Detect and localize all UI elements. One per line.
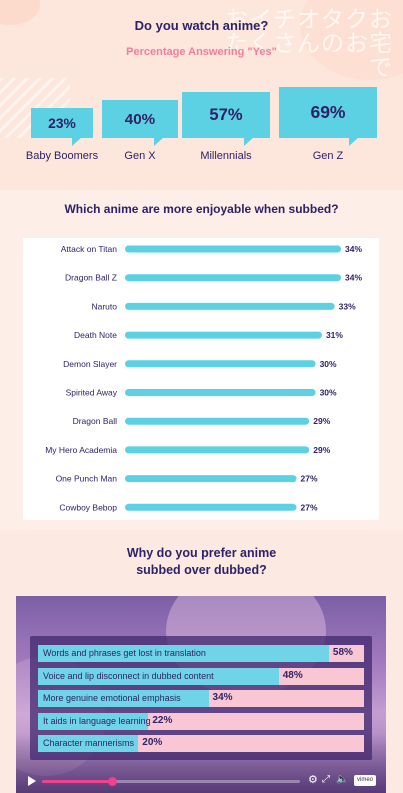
anime-bar xyxy=(125,274,341,282)
anime-label: One Punch Man xyxy=(56,474,118,484)
bubble-tail xyxy=(244,136,255,146)
anime-bar xyxy=(125,360,316,368)
anime-label: Dragon Ball Z xyxy=(65,273,117,283)
reason-bar xyxy=(38,690,209,707)
anime-value: 34% xyxy=(345,244,362,254)
subbed-anime-chart-panel: Attack on Titan 34% Dragon Ball Z 34% Naruto… xyxy=(23,238,379,520)
reason-value: 20% xyxy=(142,737,163,748)
reasons-chart-panel: Words and phrases get lost in translatio… xyxy=(30,636,372,760)
anime-label: My Hero Academia xyxy=(45,445,117,455)
bubble-tail xyxy=(71,136,82,146)
anime-bar-row: Demon Slayer 30% xyxy=(63,359,337,369)
anime-label: Naruto xyxy=(91,301,117,311)
play-icon[interactable] xyxy=(28,776,36,786)
anime-value: 30% xyxy=(320,388,337,398)
reason-label: Character mannerisms xyxy=(43,738,135,748)
anime-bar xyxy=(125,417,310,425)
subbed-anime-title: Which anime are more enjoyable when subb… xyxy=(64,202,339,216)
generation-label: Gen Z xyxy=(312,150,344,162)
progress-fill xyxy=(42,780,112,783)
anime-value: 27% xyxy=(301,474,318,484)
volume-icon[interactable]: 🔈 xyxy=(336,774,349,785)
anime-label: Cowboy Bebop xyxy=(59,502,117,512)
generation-label: Millennials xyxy=(200,150,252,162)
anime-bar xyxy=(125,302,335,310)
anime-bar-row: My Hero Academia 29% xyxy=(45,445,331,455)
anime-value: 33% xyxy=(339,301,356,311)
reason-row: It aids in language learning 22% xyxy=(38,712,364,730)
settings-gear-icon[interactable]: ⚙ xyxy=(308,774,318,786)
anime-bar xyxy=(125,503,297,511)
reason-bar xyxy=(38,712,149,730)
bubble-tail xyxy=(349,136,360,146)
anime-bar xyxy=(125,331,322,339)
reason-value: 48% xyxy=(282,669,303,681)
fullscreen-icon[interactable]: ⤢ xyxy=(322,774,330,785)
anime-label: Death Note xyxy=(74,330,117,340)
anime-bar-row: Spirited Away 30% xyxy=(66,388,337,398)
reason-label: Words and phrases get lost in translatio… xyxy=(43,648,206,658)
reason-bar xyxy=(38,645,329,662)
anime-value: 29% xyxy=(313,445,330,455)
progress-track[interactable] xyxy=(42,777,300,786)
anime-label: Spirited Away xyxy=(66,388,118,398)
reason-row: Words and phrases get lost in translatio… xyxy=(38,645,364,662)
reason-row: More genuine emotional emphasis 34% xyxy=(38,690,364,707)
anime-bar xyxy=(125,389,316,396)
anime-value: 27% xyxy=(301,502,318,512)
generations-section: おイチオタクおたくさんのお宅で Do you watch anime? Perc… xyxy=(0,0,403,190)
anime-value: 29% xyxy=(313,416,330,426)
reasons-title-line1: Why do you prefer anime xyxy=(126,546,277,560)
reason-label: It aids in language learning xyxy=(43,715,151,726)
vimeo-logo[interactable]: vimeo xyxy=(354,775,376,786)
reason-bar xyxy=(38,667,279,685)
anime-label: Dragon Ball xyxy=(73,416,118,426)
anime-bar-row: Cowboy Bebop 27% xyxy=(59,502,318,512)
generation-bubble: 23% xyxy=(31,107,93,146)
reasons-title: Why do you prefer anime subbed over dubb… xyxy=(0,545,403,579)
survey-subtitle: Percentage Answering "Yes" xyxy=(126,46,277,58)
anime-bar-row: Dragon Ball 29% xyxy=(73,416,331,426)
reason-row: Voice and lip disconnect in dubbed conte… xyxy=(38,667,364,685)
generation-value: 40% xyxy=(124,110,156,128)
player-controls: ⚙ ⤢ 🔈 vimeo xyxy=(16,769,386,793)
generation-label: Gen X xyxy=(124,150,156,162)
generation-value: 23% xyxy=(48,114,76,131)
reasons-title-line2: subbed over dubbed? xyxy=(136,563,267,577)
generation-bubble: 57% xyxy=(181,92,271,146)
video-player[interactable]: Words and phrases get lost in translatio… xyxy=(16,596,386,793)
generation-value: 69% xyxy=(310,101,346,122)
subbed-anime-bar-chart: Attack on Titan 34% Dragon Ball Z 34% Naruto… xyxy=(45,244,363,512)
reason-value: 22% xyxy=(152,714,173,726)
anime-value: 30% xyxy=(320,359,337,369)
anime-bar-row: Attack on Titan 34% xyxy=(61,244,363,254)
reason-row: Character mannerisms 20% xyxy=(38,735,364,752)
anime-bar xyxy=(125,475,297,483)
bubble-tail xyxy=(154,137,165,146)
anime-bar xyxy=(125,245,341,253)
generation-label: Baby Boomers xyxy=(25,150,99,162)
japanese-decor-text: おイチオタクおたくさんのお宅で xyxy=(225,7,393,81)
generation-bubble: 40% xyxy=(102,100,178,146)
anime-label: Attack on Titan xyxy=(61,244,117,254)
anime-bar-row: One Punch Man 27% xyxy=(56,474,318,484)
reason-label: More genuine emotional emphasis xyxy=(43,693,181,703)
generation-bubble: 69% xyxy=(279,86,377,146)
anime-bar-row: Naruto 33% xyxy=(91,301,356,311)
subbed-anime-section: Which anime are more enjoyable when subb… xyxy=(0,190,403,530)
anime-value: 34% xyxy=(345,273,362,283)
anime-label: Demon Slayer xyxy=(63,359,117,369)
anime-bar-row: Dragon Ball Z 34% xyxy=(65,273,362,283)
survey-title: Do you watch anime? xyxy=(134,18,269,33)
reason-bar xyxy=(38,735,139,752)
anime-bar xyxy=(125,446,310,454)
reason-value: 58% xyxy=(332,647,353,658)
generation-value: 57% xyxy=(209,105,243,125)
anime-bar-row: Death Note 31% xyxy=(74,330,343,340)
reason-value: 34% xyxy=(212,692,233,703)
reason-label: Voice and lip disconnect in dubbed conte… xyxy=(43,670,214,681)
anime-value: 31% xyxy=(326,330,343,340)
progress-handle[interactable] xyxy=(107,777,117,786)
